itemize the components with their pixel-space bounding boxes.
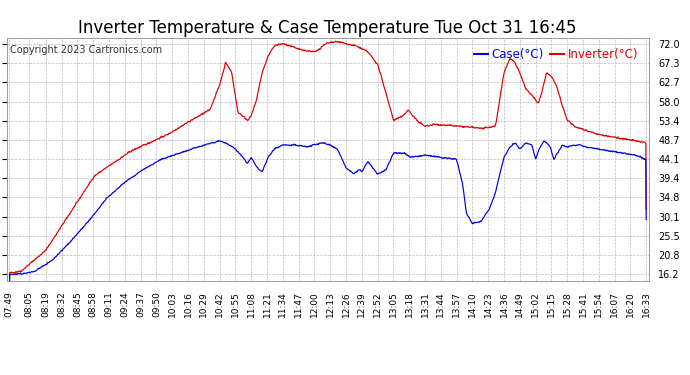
Text: Copyright 2023 Cartronics.com: Copyright 2023 Cartronics.com	[10, 45, 162, 55]
Title: Inverter Temperature & Case Temperature Tue Oct 31 16:45: Inverter Temperature & Case Temperature …	[79, 20, 577, 38]
Legend: Case(°C), Inverter(°C): Case(°C), Inverter(°C)	[469, 44, 642, 66]
